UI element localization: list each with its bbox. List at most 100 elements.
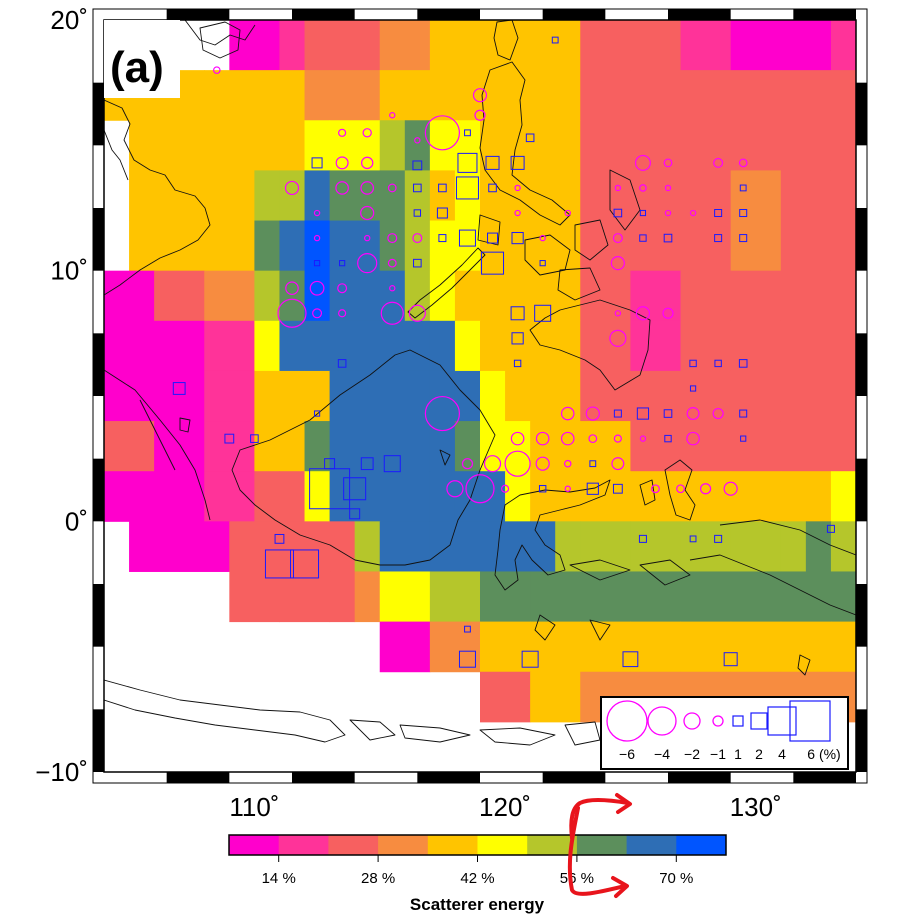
grid-cell: [329, 421, 381, 472]
positive-anomaly-square: [714, 534, 723, 543]
positive-anomaly-square: [455, 176, 479, 200]
colorbar-swatches: [229, 835, 727, 855]
negative-anomaly-circle: [504, 450, 531, 477]
legend-circle: [712, 715, 724, 727]
negative-anomaly-circle: [483, 455, 502, 473]
grid-cell: [480, 320, 531, 372]
positive-anomaly-square: [689, 385, 697, 392]
positive-anomaly-square: [313, 410, 321, 417]
positive-anomaly-square: [739, 209, 748, 218]
positive-anomaly-square: [740, 435, 747, 442]
frame-bar: [93, 584, 104, 647]
grid-cell: [304, 270, 331, 322]
grid-cell: [680, 320, 732, 372]
negative-anomaly-circle: [686, 431, 700, 446]
grid-cell: [304, 170, 331, 222]
legend-circle: [606, 700, 648, 742]
positive-anomaly-square: [464, 625, 471, 633]
colorbar-tick-label: 42 %: [460, 870, 494, 887]
positive-anomaly-square: [589, 460, 597, 468]
latitude-tick-label: −10˚: [35, 757, 88, 787]
negative-anomaly-circle: [380, 301, 404, 325]
grid-cell: [304, 320, 331, 372]
grid-cell: [780, 220, 832, 272]
grid-cell: [304, 120, 331, 171]
frame-bar: [668, 772, 731, 783]
grid-cell: [530, 370, 581, 422]
frame-bar: [166, 772, 230, 783]
positive-anomaly-square: [413, 209, 422, 217]
positive-anomaly-square: [714, 234, 723, 243]
grid-cell: [229, 170, 255, 222]
grid-cell: [229, 571, 280, 623]
grid-cell: [780, 320, 832, 372]
negative-anomaly-circle: [614, 184, 622, 192]
grid-cell: [480, 471, 506, 522]
frame-bar: [93, 458, 104, 522]
negative-anomaly-circle: [662, 307, 674, 319]
colorbar-swatch: [527, 835, 578, 855]
grid-cell: [279, 70, 306, 121]
grid-cell: [480, 671, 531, 723]
positive-anomaly-square: [613, 208, 623, 218]
colorbar-swatch: [229, 835, 280, 855]
grid-cell: [680, 270, 732, 322]
negative-anomaly-circle: [588, 434, 598, 444]
annotation-arrows: [567, 793, 632, 898]
grid-cell: [580, 571, 631, 623]
grid-cell: [204, 270, 255, 322]
grid-cell: [229, 20, 280, 71]
grid-cell: [329, 521, 356, 572]
grid-cell: [379, 320, 431, 372]
positive-anomaly-square: [636, 407, 650, 420]
grid-cell: [780, 421, 832, 472]
grid-cell: [379, 170, 406, 222]
grid-cell: [630, 70, 682, 121]
positive-anomaly-square: [511, 332, 524, 345]
positive-anomaly-square: [464, 129, 471, 137]
positive-anomaly-square: [612, 483, 623, 494]
grid-cell: [580, 521, 631, 572]
grid-cell: [204, 370, 255, 422]
grid-cell: [104, 471, 155, 522]
positive-anomaly-square: [250, 434, 259, 443]
grid-cell: [680, 70, 732, 121]
grid-cell: [580, 120, 631, 171]
negative-anomaly-circle: [676, 484, 685, 494]
grid-cell: [254, 170, 280, 222]
legend-label: 1: [734, 746, 742, 762]
negative-anomaly-circle: [387, 183, 397, 193]
grid-cell: [329, 320, 381, 372]
size-legend: −6 −4 −2 −1 1 2 4 6 (%): [600, 696, 849, 770]
legend-label: −6: [619, 746, 635, 762]
grid-cell: [304, 70, 331, 121]
positive-anomaly-square: [586, 482, 599, 495]
colorbar-swatch: [427, 835, 478, 855]
grid-cell: [329, 571, 356, 623]
grid-cell: [154, 471, 205, 522]
positive-anomaly-square: [290, 549, 320, 579]
negative-anomaly-circle: [723, 481, 738, 496]
grid-cell: [730, 320, 782, 372]
grid-cell: [104, 270, 155, 322]
colorbar-title: Scatterer energy: [410, 895, 545, 914]
grid-cell: [530, 421, 581, 472]
grid-cell: [379, 370, 431, 422]
grid-cell: [204, 421, 255, 472]
grid-cell: [530, 70, 581, 121]
positive-anomaly-square: [714, 359, 722, 368]
grid-cell: [329, 70, 381, 121]
grid-cell: [680, 521, 732, 572]
colorbar-tick-label: 70 %: [659, 870, 693, 887]
grid-cell: [780, 20, 832, 71]
grid-cell: [830, 270, 856, 322]
grid-cell: [680, 471, 732, 522]
negative-anomaly-circle: [277, 298, 307, 328]
positive-anomaly-square: [521, 650, 539, 668]
frame-bar: [93, 333, 104, 396]
negative-anomaly-circle: [337, 283, 348, 294]
positive-anomaly-square: [172, 382, 186, 395]
grid-cell: [279, 370, 306, 422]
grid-cell: [505, 370, 531, 422]
negative-anomaly-circle: [335, 181, 349, 195]
